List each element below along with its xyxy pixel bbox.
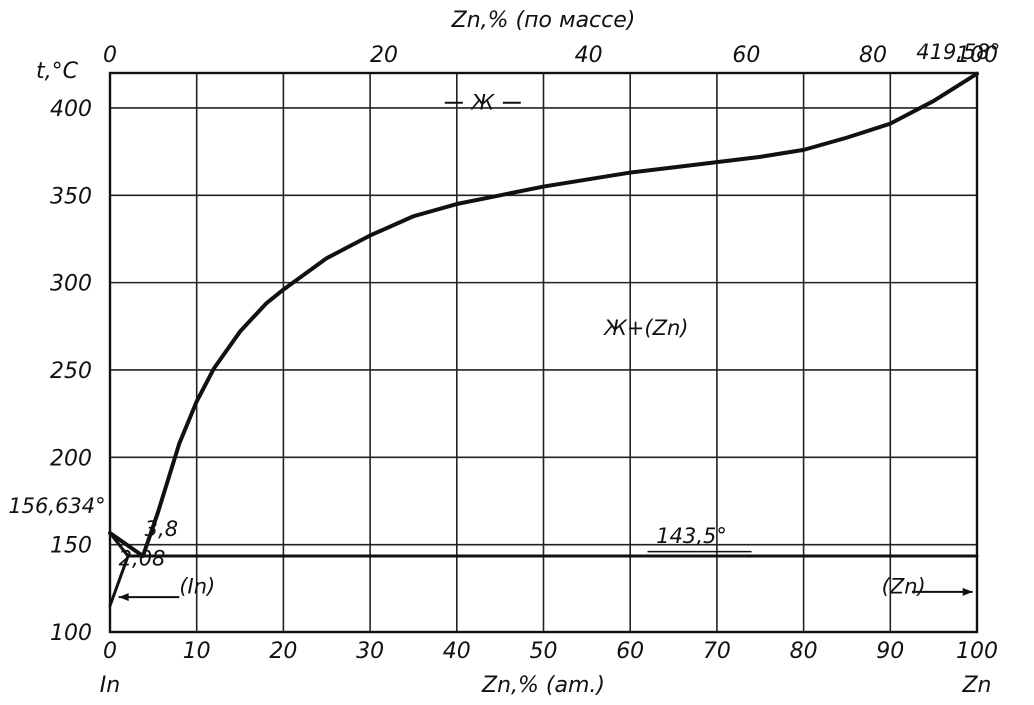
annotation-label: (In) <box>179 575 215 599</box>
x-tick-label: 100 <box>956 639 998 664</box>
x-left-end-label: In <box>100 673 120 698</box>
x-top-axis-label: Zn,% (по массе) <box>451 8 636 33</box>
y-tick-label: 200 <box>50 446 92 471</box>
annotation-label: Ж <box>469 91 495 115</box>
annotation-label: (Zn) <box>882 575 926 599</box>
y-tick-label: 300 <box>50 272 92 297</box>
x-tick-label: 0 <box>103 639 117 664</box>
y-tick-label: 400 <box>50 97 92 122</box>
x-tick-label: 80 <box>790 639 818 664</box>
annotation-label: 419,58° <box>916 40 1000 64</box>
x-top-tick-label: 100 <box>956 43 998 68</box>
x-tick-label: 40 <box>443 639 471 664</box>
x-tick-label: 70 <box>703 639 731 664</box>
x-right-end-label: Zn <box>961 673 991 698</box>
x-top-tick-label: 0 <box>103 43 117 68</box>
x-tick-label: 30 <box>356 639 384 664</box>
x-top-tick-label: 20 <box>370 43 398 68</box>
annotation-label: Ж+(Zn) <box>602 316 688 340</box>
grid <box>109 73 978 633</box>
x-top-tick-label: 40 <box>575 43 603 68</box>
series-liquidus <box>108 71 979 559</box>
x-top-tick-label: 60 <box>732 43 760 68</box>
plot-frame <box>108 71 979 634</box>
y-tick-label: 350 <box>50 184 92 209</box>
x-tick-label: 60 <box>616 639 644 664</box>
series-in-solvus <box>108 554 130 608</box>
arrow-in-head <box>118 593 129 602</box>
y-tick-label: 100 <box>50 621 92 646</box>
annotation-label: 2,08 <box>119 547 166 571</box>
x-top-tick-label: 80 <box>859 43 887 68</box>
annotation-label: 143,5° <box>656 524 727 548</box>
x-axis-label: Zn,% (am.) <box>481 673 605 698</box>
annotation-label: 156,634° <box>8 494 105 518</box>
y-axis-label: t,°C <box>36 59 79 84</box>
x-tick-label: 50 <box>530 639 558 664</box>
annotation-label: 3,8 <box>145 517 178 541</box>
x-tick-label: 90 <box>876 639 904 664</box>
y-tick-label: 150 <box>50 534 92 559</box>
y-tick-label: 250 <box>50 359 92 384</box>
x-tick-label: 20 <box>269 639 297 664</box>
arrow-zn-head <box>962 587 973 596</box>
x-tick-label: 10 <box>183 639 211 664</box>
